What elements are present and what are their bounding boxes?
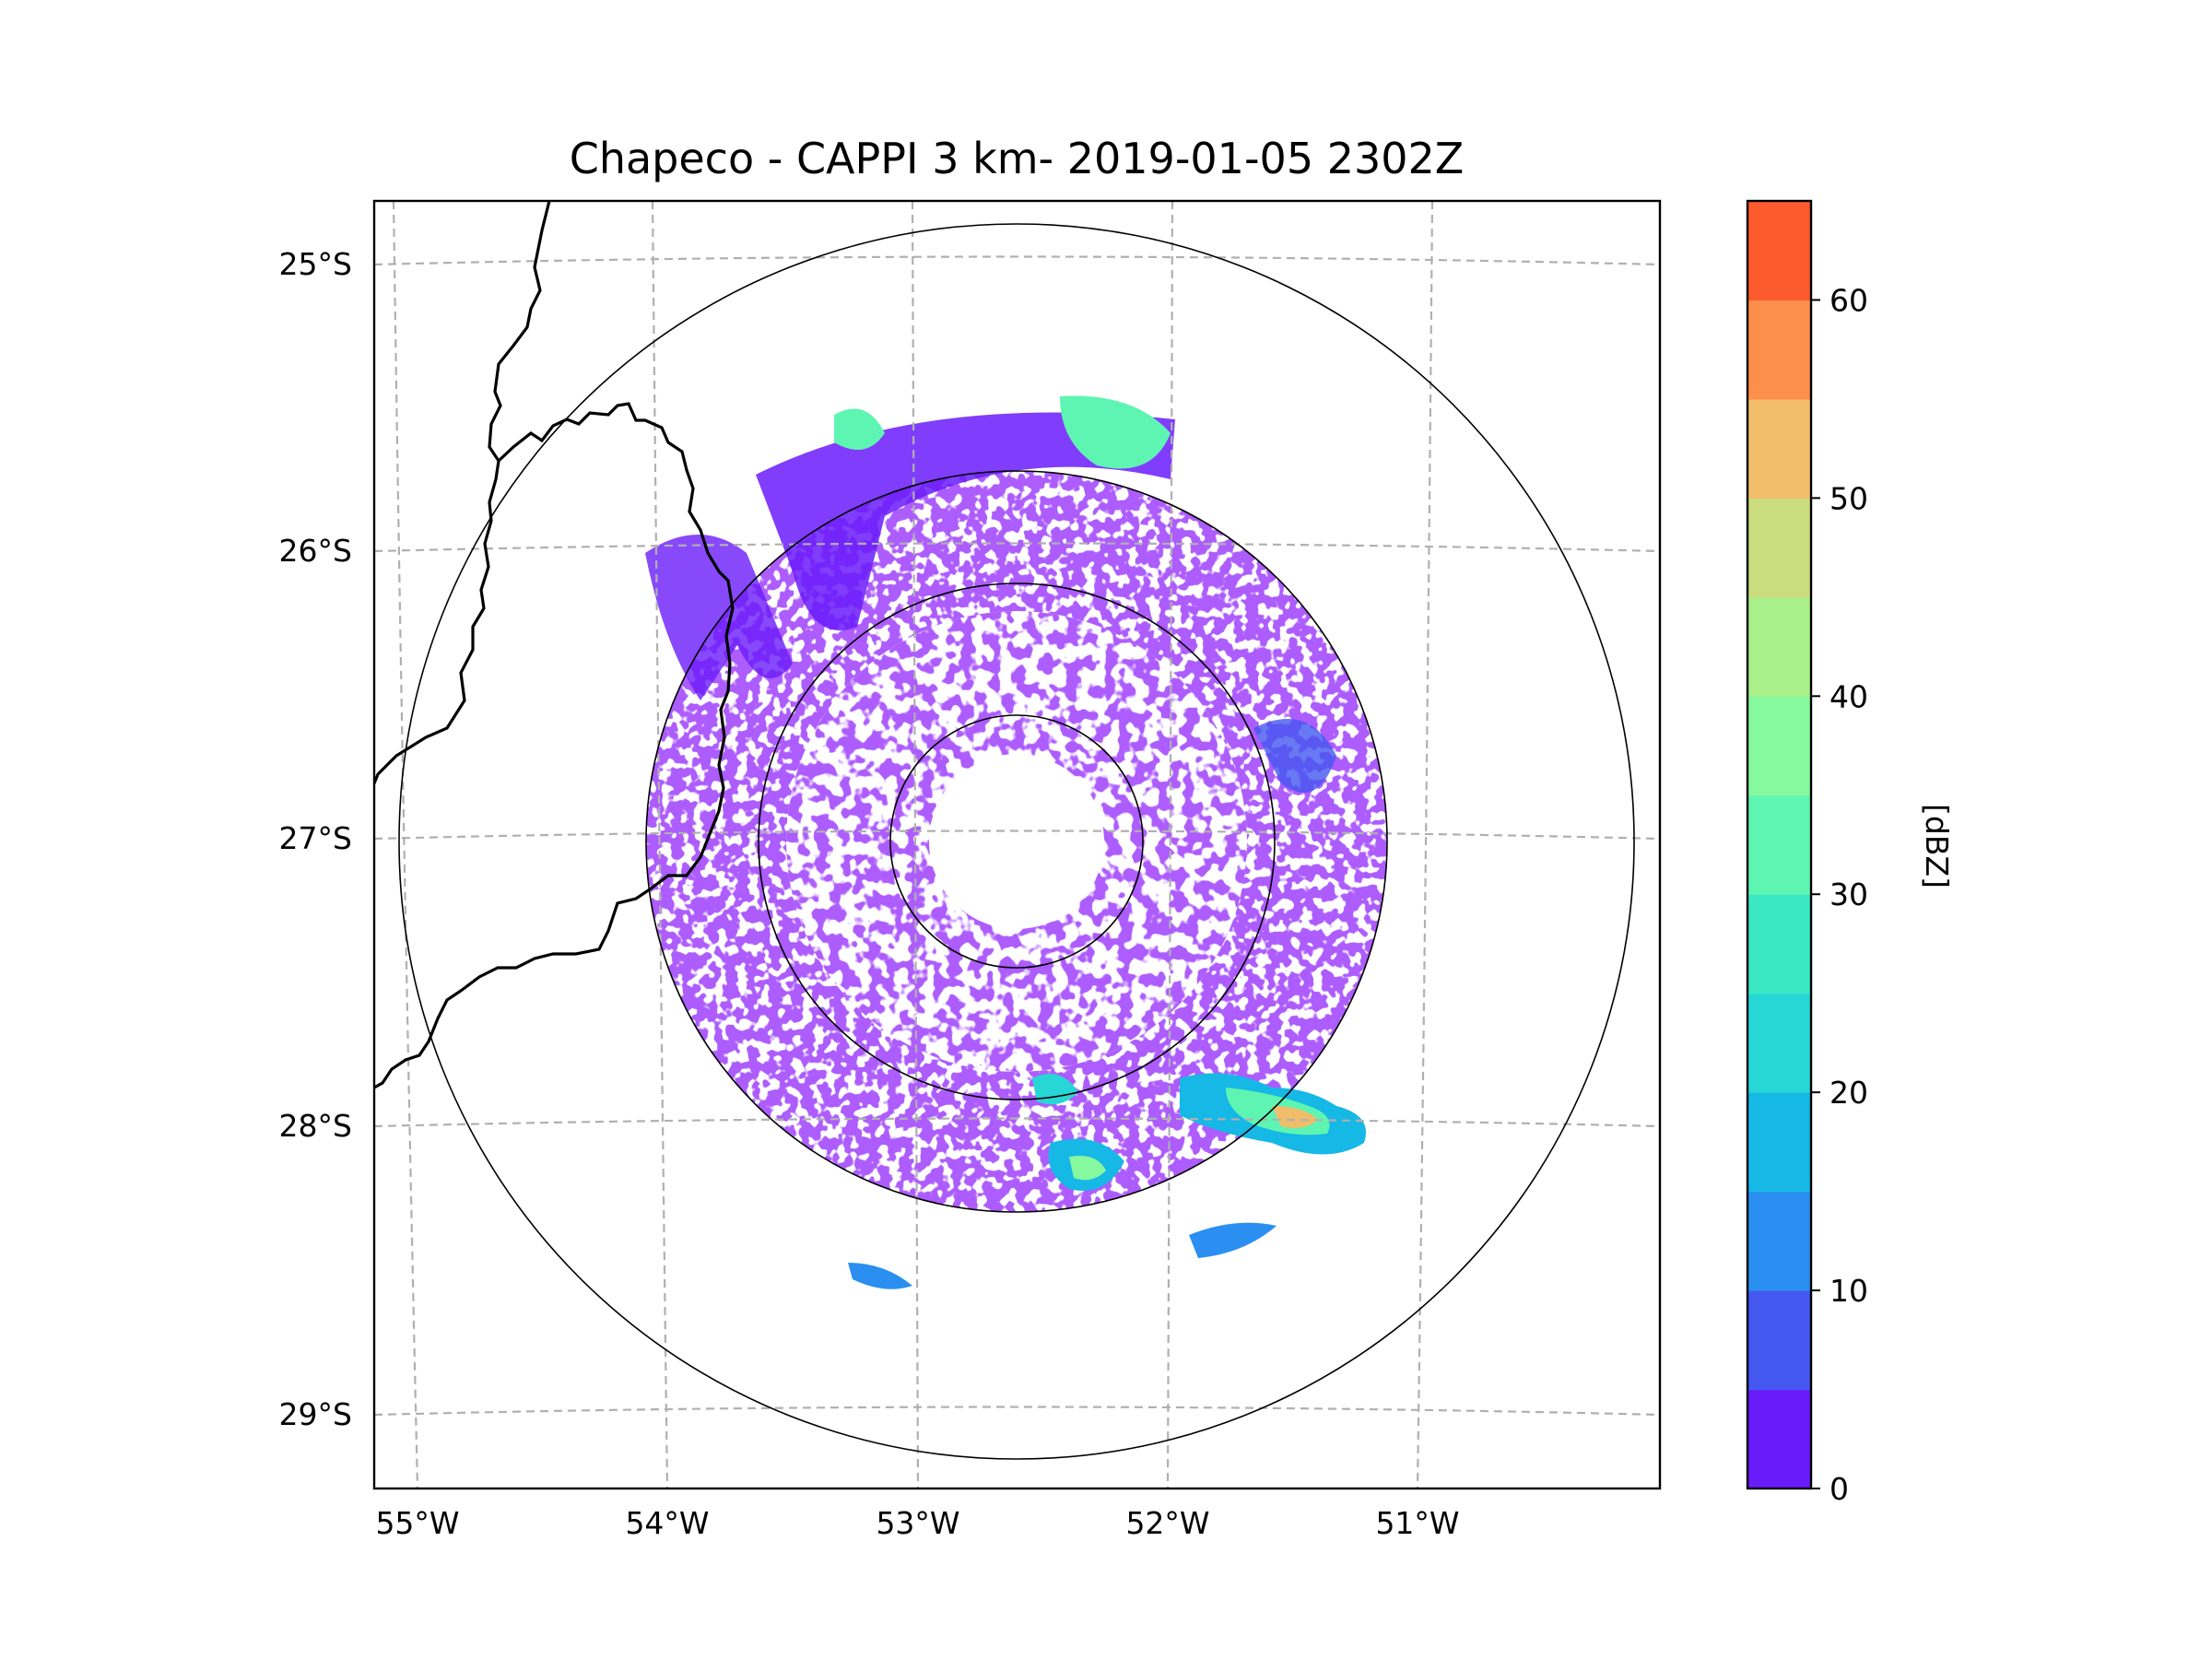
west-dense-echo: [645, 535, 793, 700]
colorbar-bin: [1747, 498, 1811, 598]
map-frame: [372, 199, 1662, 1490]
colorbar-bin: [1747, 596, 1811, 697]
map-panel: [374, 201, 1660, 1488]
colorbar-tick-label: 60: [1830, 282, 1868, 318]
colorbar-bin: [1747, 1290, 1811, 1391]
range-ring-200km: [758, 582, 1276, 1100]
range-rings: [398, 223, 1635, 1460]
storm-cell-far-south-east: [1189, 1222, 1277, 1258]
storm-cell-south-west: [1032, 1074, 1078, 1105]
colorbar-bin: [1747, 894, 1811, 994]
lat-label: 27°S: [279, 820, 352, 856]
colorbar-tick-label: 0: [1830, 1471, 1849, 1507]
north-east-light-echo: [1060, 395, 1171, 469]
colorbar: 0 10 20 30 40 50 60 [dBZ]: [1746, 199, 1955, 1507]
lat-label: 29°S: [279, 1396, 352, 1432]
meridian-gridlines: [392, 201, 1434, 1488]
colorbar-bin: [1747, 1191, 1811, 1291]
colorbar-frame: [1746, 199, 1813, 1490]
colorbar-bin: [1747, 398, 1811, 499]
colorbar-bin: [1747, 696, 1811, 796]
border-misiones-brazil: [374, 402, 735, 1089]
colorbar-bin: [1747, 1389, 1811, 1489]
storm-cell-south-east-peak: [1272, 1106, 1318, 1128]
lon-label: 55°W: [375, 1505, 459, 1541]
colorbar-bin: [1747, 300, 1811, 400]
longitude-labels: 55°W 54°W 53°W 52°W 51°W: [375, 1505, 1459, 1541]
lat-label: 25°S: [279, 246, 352, 282]
range-ring-100km: [889, 714, 1144, 969]
colorbar-tick-label: 30: [1830, 877, 1868, 912]
border-argentina-paraguay: [374, 201, 551, 784]
lon-label: 51°W: [1375, 1505, 1459, 1541]
colorbar-label: [dBZ]: [1919, 804, 1955, 888]
radar-echo-layer: [645, 395, 1387, 1289]
north-light-echo: [834, 408, 885, 450]
east-dense-echo: [1253, 719, 1336, 793]
north-dense-echo: [756, 412, 1175, 630]
lat-label: 28°S: [279, 1108, 352, 1144]
colorbar-tick-label: 50: [1830, 480, 1868, 516]
colorbar-bin: [1747, 993, 1811, 1093]
colorbar-tick-label: 10: [1830, 1273, 1868, 1309]
lon-label: 53°W: [876, 1505, 959, 1541]
colorbar-tick-label: 20: [1830, 1075, 1868, 1111]
storm-cell-south-core: [1069, 1156, 1106, 1181]
lat-label: 26°S: [279, 533, 352, 569]
colorbar-bin: [1747, 794, 1811, 895]
storm-cell-far-south: [848, 1263, 912, 1289]
political-borders: [374, 201, 735, 1089]
inner-echo-field: [786, 611, 1247, 1072]
colorbar-bin: [1747, 201, 1811, 301]
lon-label: 52°W: [1125, 1505, 1209, 1541]
colorbar-tick-label: 40: [1830, 678, 1868, 714]
colorbar-ticks: 0 10 20 30 40 50 60: [1811, 282, 1868, 1507]
range-ring-coverage: [645, 470, 1388, 1213]
parallel-gridlines: [374, 255, 1660, 1417]
colorbar-bin: [1747, 1092, 1811, 1193]
colorbar-bins: [1747, 201, 1811, 1489]
lon-label: 54°W: [625, 1505, 709, 1541]
range-ring-300km: [398, 223, 1635, 1460]
latitude-labels: 25°S 26°S 27°S 28°S 29°S: [279, 246, 352, 1432]
figure-title: Chapeco - CAPPI 3 km- 2019-01-05 2302Z: [570, 134, 1465, 183]
